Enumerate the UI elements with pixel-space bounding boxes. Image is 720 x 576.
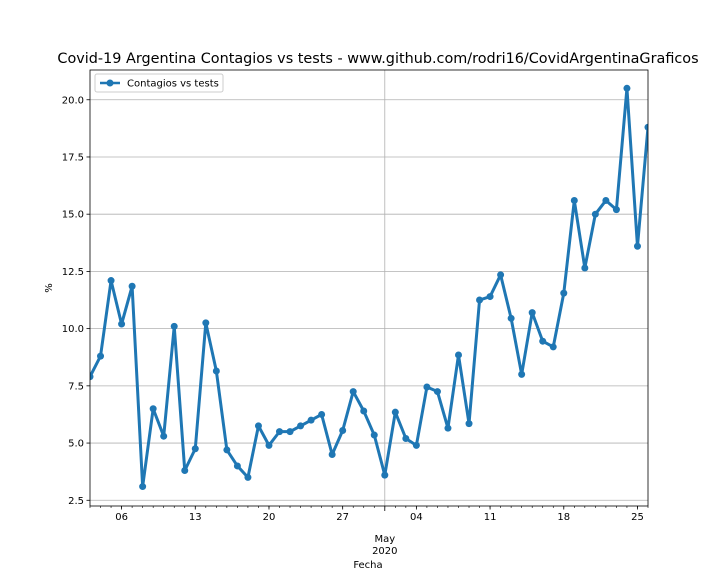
data-point bbox=[497, 271, 505, 279]
legend-marker-swatch bbox=[106, 79, 114, 87]
legend-box bbox=[94, 73, 224, 93]
x-tick-label: 13 bbox=[189, 512, 202, 523]
data-point bbox=[581, 264, 589, 272]
data-point bbox=[623, 84, 631, 92]
data-point bbox=[349, 388, 357, 396]
axis-ticks: 2.5 5.0 7.5 10.0 12.5 15.0 17.5 20.0 06 13 20 27 04 1… bbox=[62, 95, 649, 557]
gridlines bbox=[90, 70, 648, 506]
data-point bbox=[612, 206, 620, 214]
data-point bbox=[444, 424, 452, 432]
y-tick-label: 15.0 bbox=[62, 210, 84, 221]
data-point bbox=[465, 420, 473, 428]
data-point bbox=[391, 408, 399, 416]
data-point bbox=[570, 196, 578, 204]
data-point bbox=[90, 373, 94, 381]
data-point bbox=[160, 432, 168, 440]
series-layer bbox=[90, 84, 648, 491]
data-point bbox=[265, 441, 273, 449]
data-point bbox=[370, 431, 378, 439]
data-point bbox=[644, 123, 648, 131]
data-point bbox=[233, 462, 241, 470]
series-line-contagios-vs-tests bbox=[90, 86, 648, 489]
data-point bbox=[433, 388, 441, 396]
y-tick-label: 5.0 bbox=[68, 439, 84, 450]
legend: Contagios vs tests bbox=[94, 73, 224, 93]
y-axis-label: % bbox=[44, 283, 55, 293]
data-point bbox=[139, 483, 147, 491]
data-point bbox=[402, 434, 410, 442]
data-point bbox=[107, 277, 115, 285]
chart-title: Covid-19 Argentina Contagios vs tests - … bbox=[57, 51, 698, 67]
data-point bbox=[476, 296, 484, 304]
x-tick-label: 18 bbox=[557, 512, 570, 523]
data-point bbox=[276, 428, 284, 436]
data-point bbox=[339, 426, 347, 434]
data-point bbox=[318, 410, 326, 418]
data-point bbox=[423, 383, 431, 391]
data-point bbox=[202, 319, 210, 327]
data-point bbox=[170, 322, 178, 330]
x-major-tick-month: May bbox=[374, 534, 395, 545]
x-tick-label: 04 bbox=[410, 512, 423, 523]
x-axis-label: Fecha bbox=[353, 560, 382, 571]
data-point bbox=[149, 405, 157, 413]
data-point bbox=[412, 441, 420, 449]
legend-label: Contagios vs tests bbox=[127, 79, 219, 90]
y-tick-label: 7.5 bbox=[68, 381, 84, 392]
data-point bbox=[118, 320, 126, 328]
data-point bbox=[191, 445, 199, 453]
x-tick-label: 25 bbox=[631, 512, 644, 523]
data-point bbox=[360, 407, 368, 415]
data-point bbox=[560, 289, 568, 297]
x-tick-label: 11 bbox=[484, 512, 497, 523]
x-tick-label: 27 bbox=[336, 512, 349, 523]
y-tick-label: 2.5 bbox=[68, 496, 84, 507]
data-point bbox=[128, 282, 136, 290]
data-point bbox=[212, 367, 220, 375]
data-point bbox=[528, 309, 536, 317]
data-point bbox=[633, 242, 641, 250]
data-point bbox=[454, 351, 462, 359]
y-tick-label: 17.5 bbox=[62, 152, 84, 163]
data-point bbox=[223, 446, 231, 454]
data-point bbox=[549, 343, 557, 351]
plot-frame bbox=[89, 69, 649, 507]
data-point bbox=[539, 337, 547, 345]
data-point bbox=[254, 422, 262, 430]
data-point bbox=[486, 293, 494, 301]
data-point bbox=[286, 428, 294, 436]
data-point bbox=[297, 422, 305, 430]
y-tick-label: 12.5 bbox=[62, 267, 84, 278]
data-point bbox=[381, 471, 389, 479]
data-point bbox=[181, 467, 189, 475]
data-point bbox=[591, 210, 599, 218]
data-point bbox=[507, 314, 515, 322]
y-tick-label: 20.0 bbox=[62, 95, 84, 106]
data-point bbox=[602, 196, 610, 204]
data-point bbox=[307, 416, 315, 424]
data-point bbox=[244, 473, 252, 481]
x-tick-label: 06 bbox=[115, 512, 128, 523]
data-point bbox=[328, 451, 336, 459]
y-tick-label: 10.0 bbox=[62, 324, 84, 335]
data-point bbox=[518, 370, 526, 378]
data-point bbox=[97, 352, 105, 360]
x-major-tick-year: 2020 bbox=[372, 546, 397, 557]
x-tick-label: 20 bbox=[263, 512, 276, 523]
